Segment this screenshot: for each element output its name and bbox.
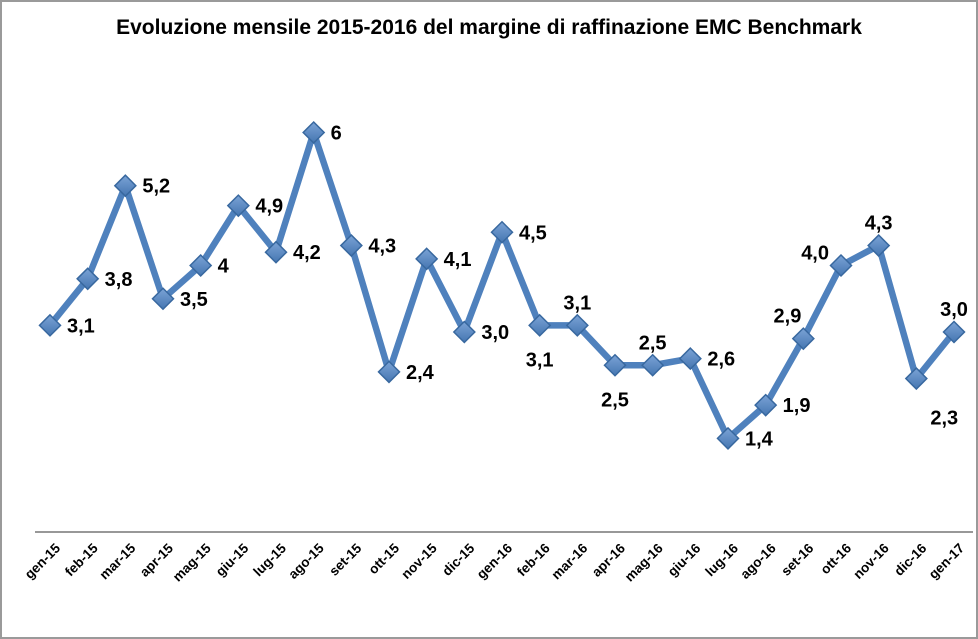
- data-point-marker-gen-16: [490, 220, 514, 244]
- data-point-label-set-15: 4,3: [368, 236, 396, 258]
- x-axis-label-gen-17: gen-17: [926, 541, 967, 582]
- data-point-marker-ago-15: [302, 120, 326, 145]
- data-point-label-lug-16: 1,4: [745, 428, 774, 450]
- data-point-marker-feb-16: [528, 313, 552, 337]
- data-point-label-mag-16: 2,5: [639, 332, 667, 354]
- x-axis-label-nov-16: nov-16: [850, 540, 892, 582]
- data-point-label-gen-17: 3,0: [940, 299, 968, 321]
- x-axis-label-mag-15: mag-15: [170, 540, 214, 584]
- x-axis-label-ago-16: ago-16: [737, 540, 779, 582]
- data-point-label-gen-16: 4,5: [519, 222, 547, 244]
- x-axis-label-gen-15: gen-15: [22, 540, 64, 582]
- data-point-marker-mag-15: [189, 253, 213, 278]
- data-point-label-ott-15: 2,4: [406, 362, 435, 384]
- data-point-label-ago-15: 6: [331, 123, 342, 145]
- data-point-label-mar-16: 3,1: [563, 292, 591, 314]
- data-point-label-giu-16: 2,6: [707, 349, 735, 371]
- data-point-marker-mar-15: [113, 174, 137, 198]
- x-axis-label-set-15: set-15: [326, 540, 365, 579]
- data-point-label-mar-15: 5,2: [142, 176, 170, 198]
- x-axis-label-set-16: set-16: [778, 540, 817, 579]
- data-point-label-ago-16: 1,9: [783, 395, 811, 417]
- data-point-label-gen-15: 3,1: [67, 315, 95, 337]
- data-point-marker-lug-15: [264, 240, 288, 264]
- data-point-marker-ott-16: [829, 253, 853, 278]
- data-point-marker-feb-15: [76, 267, 100, 291]
- data-point-marker-ott-15: [377, 360, 401, 384]
- data-point-label-ott-16: 4,0: [801, 243, 829, 265]
- data-point-label-nov-16: 4,3: [865, 213, 893, 235]
- data-point-marker-mar-16: [565, 313, 589, 337]
- data-point-label-feb-15: 3,8: [105, 269, 133, 291]
- data-point-marker-nov-15: [415, 247, 439, 271]
- data-point-marker-giu-15: [226, 194, 250, 218]
- data-point-marker-ago-16: [754, 393, 778, 417]
- data-point-marker-lug-16: [716, 426, 740, 450]
- data-point-marker-giu-16: [678, 347, 702, 371]
- data-point-label-apr-15: 3,5: [180, 289, 208, 311]
- x-axis-label-gen-16: gen-16: [474, 540, 516, 582]
- data-point-label-apr-16: 2,5: [601, 389, 629, 411]
- data-point-label-nov-15: 4,1: [444, 249, 472, 271]
- x-axis-label-dic-16: dic-16: [891, 540, 930, 579]
- data-point-marker-set-16: [791, 327, 815, 351]
- x-axis-label-feb-16: feb-16: [514, 540, 553, 579]
- x-axis-label-nov-15: nov-15: [398, 540, 440, 582]
- data-point-label-feb-16: 3,1: [526, 349, 554, 371]
- data-point-marker-gen-15: [38, 313, 62, 337]
- data-point-marker-dic-16: [904, 366, 928, 391]
- data-point-marker-set-15: [339, 233, 363, 258]
- x-axis-label-mar-16: mar-16: [549, 540, 591, 582]
- series-line: [46, 129, 958, 442]
- chart-title: Evoluzione mensile 2015-2016 del margine…: [116, 16, 862, 39]
- x-axis-label-lug-16: lug-16: [702, 540, 741, 579]
- x-axis-label-ago-15: ago-15: [285, 540, 327, 582]
- data-point-label-mag-15: 4: [218, 256, 230, 278]
- data-point-label-dic-16: 2,3: [930, 408, 958, 430]
- x-axis-label-ott-16: ott-16: [818, 540, 855, 577]
- data-point-marker-apr-15: [151, 287, 175, 311]
- data-point-label-set-16: 2,9: [774, 306, 802, 328]
- data-point-label-lug-15: 4,2: [293, 242, 321, 264]
- x-axis-label-giu-16: giu-16: [665, 540, 704, 579]
- x-axis-label-feb-15: feb-15: [62, 540, 101, 579]
- x-axis-label-giu-15: giu-15: [213, 540, 252, 579]
- data-point-marker-apr-16: [603, 353, 627, 377]
- x-axis-label-mar-15: mar-15: [97, 540, 139, 582]
- data-point-marker-mag-16: [641, 353, 665, 377]
- x-axis-label-dic-15: dic-15: [439, 540, 478, 579]
- x-axis-label-lug-15: lug-15: [250, 540, 289, 579]
- data-point-marker-gen-17: [942, 320, 966, 344]
- data-point-label-giu-15: 4,9: [255, 196, 283, 218]
- data-point-marker-nov-16: [867, 233, 891, 258]
- data-point-marker-dic-15: [452, 320, 476, 344]
- x-axis-label-mag-16: mag-16: [622, 540, 666, 584]
- x-axis-label-ott-15: ott-15: [366, 540, 403, 577]
- data-point-label-dic-15: 3,0: [481, 322, 509, 344]
